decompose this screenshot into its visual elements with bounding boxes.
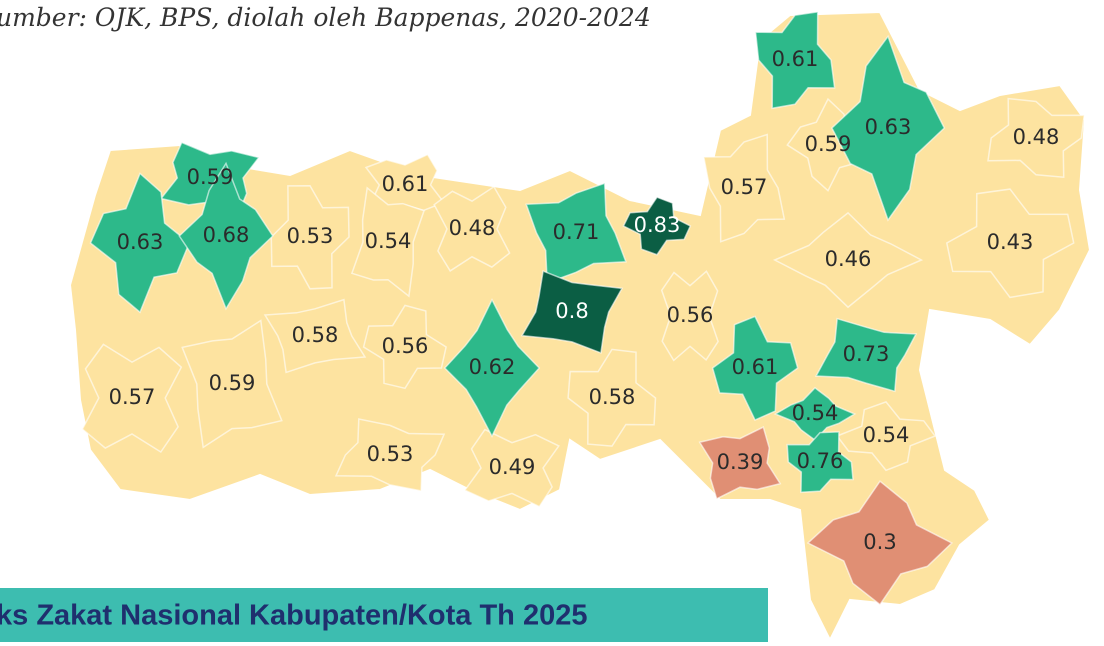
region	[350, 186, 425, 298]
region	[520, 270, 624, 354]
region-label: 0.62	[469, 355, 516, 379]
region-label: 0.48	[449, 216, 496, 240]
regions	[81, 11, 1086, 606]
region-label: 0.48	[1013, 125, 1060, 149]
region	[178, 161, 274, 311]
region	[830, 34, 946, 222]
region-label: 0.57	[721, 175, 768, 199]
region	[702, 133, 786, 243]
region	[181, 319, 283, 449]
region-label: 0.57	[109, 385, 156, 409]
region	[433, 185, 511, 272]
region	[698, 426, 782, 500]
region-label: 0.58	[292, 323, 339, 347]
region-label: 0.53	[367, 442, 414, 466]
region	[622, 196, 692, 256]
region	[814, 317, 918, 393]
region-label: 0.59	[209, 371, 256, 395]
region	[525, 182, 627, 284]
region-label: 0.54	[365, 229, 412, 253]
region-label: 0.54	[792, 401, 839, 425]
region	[786, 97, 870, 192]
region-label: 0.8	[555, 299, 588, 323]
region-label: 0.61	[382, 172, 429, 196]
region-label: 0.3	[863, 530, 896, 554]
region-label: 0.61	[732, 355, 779, 379]
region-label: 0.59	[805, 132, 852, 156]
region	[334, 418, 446, 492]
region-label: 0.68	[203, 223, 250, 247]
region	[81, 343, 183, 454]
region-label: 0.39	[717, 450, 764, 474]
region	[754, 11, 836, 110]
region	[806, 480, 954, 606]
region-label: 0.71	[553, 220, 600, 244]
region-label: 0.46	[825, 247, 872, 271]
region-label: 0.73	[843, 342, 890, 366]
region	[772, 211, 924, 309]
region	[362, 304, 447, 390]
region	[463, 428, 560, 508]
region-label: 0.54	[863, 423, 910, 447]
region	[567, 348, 657, 447]
region-label: 0.58	[589, 385, 636, 409]
region-label: 0.59	[187, 165, 234, 189]
region	[773, 386, 857, 442]
region-label: 0.49	[489, 455, 536, 479]
region	[786, 431, 854, 494]
region	[945, 188, 1075, 299]
region-label: 0.61	[772, 47, 819, 71]
region	[443, 298, 541, 438]
region-label: 0.83	[634, 213, 681, 237]
region-label: 0.76	[797, 449, 844, 473]
region	[711, 315, 799, 421]
source-note: umber: OJK, BPS, diolah oleh Bappenas, 2…	[0, 3, 651, 32]
region	[89, 172, 191, 314]
banner-title: ks Zakat Nasional Kabupaten/Kota Th 2025	[0, 600, 587, 632]
region	[987, 97, 1086, 179]
region-label: 0.63	[865, 115, 912, 139]
banner-box	[0, 588, 768, 642]
region	[263, 298, 367, 374]
region-label: 0.63	[117, 230, 164, 254]
region	[660, 270, 719, 362]
region-label: 0.56	[382, 334, 429, 358]
region-label: 0.53	[287, 224, 334, 248]
region-label: 0.43	[987, 230, 1034, 254]
region-label: 0.56	[667, 303, 714, 327]
region-labels: 0.61 0.59 0.63 0.48 0.59 0.61 0.57 0.63 0.68 0.53…	[109, 47, 1060, 554]
